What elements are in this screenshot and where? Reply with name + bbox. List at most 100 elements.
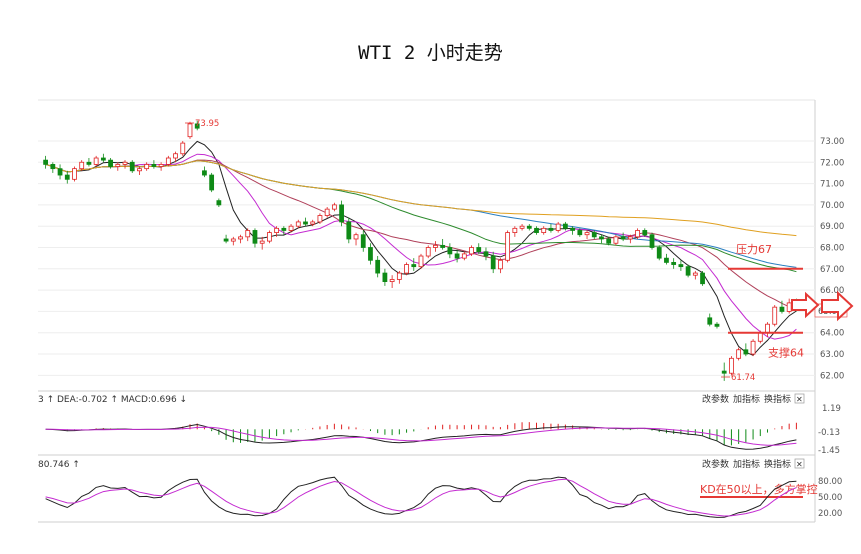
- macd-indicator-text: 3 ↑ DEA:-0.702 ↑ MACD:0.696 ↓: [38, 395, 187, 405]
- candle-body: [700, 272, 705, 285]
- candle-body: [512, 227, 518, 233]
- price-tick-label: 71.00: [820, 180, 844, 190]
- candle-body: [396, 272, 402, 280]
- candle-body: [461, 253, 467, 259]
- candle-body: [64, 174, 70, 180]
- candle-body: [79, 161, 85, 170]
- candle-body: [562, 223, 568, 229]
- high-price-label: 73.95: [195, 119, 219, 129]
- candle-body: [613, 236, 619, 244]
- kd-tick-50: 50.00: [818, 493, 842, 503]
- ma5-line: [45, 140, 797, 356]
- kd-add-indicator-button[interactable]: 加指标: [733, 458, 760, 470]
- candle-body: [165, 157, 171, 165]
- price-tick-label: 73.00: [820, 137, 844, 147]
- candle-body: [288, 225, 294, 231]
- candle-body: [151, 163, 157, 167]
- candle-body: [519, 225, 525, 229]
- kd-tick-20: 20.00: [818, 509, 842, 519]
- candle-body: [591, 232, 597, 238]
- price-tick-label: 68.00: [820, 244, 844, 254]
- candle-body: [577, 230, 583, 236]
- candle-body: [786, 302, 792, 312]
- resistance-label: 压力67: [736, 243, 772, 256]
- candle-body: [238, 236, 243, 240]
- candle-body: [483, 251, 489, 257]
- kd-switch-indicator-button[interactable]: 换指标: [764, 458, 791, 470]
- candle-body: [230, 238, 236, 242]
- price-tick-label: 72.00: [820, 158, 844, 168]
- candle-body: [368, 247, 373, 261]
- candle-body: [144, 163, 150, 170]
- candle-body: [223, 238, 229, 242]
- close-icon[interactable]: ✕: [796, 395, 803, 404]
- candle-body: [505, 232, 511, 261]
- kd-panel: 80.746 ↑ 改参数 加指标 换指标 ✕ 80.00 50.00 20.00…: [38, 458, 842, 519]
- candle-body: [526, 225, 532, 229]
- kd-close-button[interactable]: [794, 458, 805, 469]
- candle-body: [346, 221, 352, 240]
- price-tick-label: 64.00: [820, 329, 844, 339]
- macd-tick-mid: -0.13: [818, 428, 840, 438]
- candle-body: [627, 236, 633, 240]
- candle-body: [137, 168, 142, 172]
- candle-body: [50, 163, 56, 170]
- macd-tick-top: 1.19: [822, 404, 841, 414]
- candle-body: [433, 244, 438, 248]
- candle-body: [382, 272, 388, 282]
- candle-body: [173, 153, 178, 159]
- candle-body: [425, 247, 431, 257]
- price-grid: [38, 140, 815, 376]
- macd-params-button[interactable]: 改参数: [702, 393, 729, 405]
- macd-switch-indicator-button[interactable]: 换指标: [764, 393, 791, 405]
- candle-body: [447, 247, 453, 255]
- candle-body: [331, 204, 337, 210]
- candle-body: [570, 227, 575, 231]
- price-tick-label: 69.00: [820, 222, 844, 232]
- candle-body: [541, 227, 547, 233]
- moving-average-lines: [45, 140, 797, 356]
- candle-body: [635, 230, 640, 238]
- candle-body: [360, 234, 366, 248]
- candle-body: [642, 230, 648, 236]
- kd-params-button[interactable]: 改参数: [702, 458, 729, 470]
- page-title: WTI 2 小时走势: [358, 42, 503, 64]
- candle-body: [584, 232, 590, 236]
- candle-body: [375, 259, 381, 274]
- price-tick-label: 67.00: [820, 265, 844, 275]
- candle-body: [620, 236, 626, 240]
- close-icon[interactable]: ✕: [796, 460, 803, 469]
- candle-body: [692, 272, 698, 276]
- candle-body: [498, 259, 503, 270]
- candle-body: [317, 215, 323, 223]
- candle-body: [267, 232, 272, 242]
- candle-body: [187, 123, 193, 138]
- price-axis: 73.00 72.00 71.00 70.00 69.00 68.00 67.00 66.00…: [820, 137, 844, 381]
- candle-body: [100, 157, 106, 161]
- candle-body: [476, 247, 482, 253]
- kd-d-line: [45, 478, 797, 517]
- macd-close-button[interactable]: [794, 393, 805, 404]
- candle-body: [404, 264, 409, 274]
- macd-dea-line: [45, 426, 797, 446]
- candle-body: [86, 161, 92, 165]
- candle-body: [599, 236, 604, 240]
- ma20-line: [45, 159, 797, 311]
- candle-body: [129, 161, 135, 172]
- candle-body: [721, 370, 727, 374]
- ma60-line: [45, 160, 797, 268]
- candle-body: [303, 221, 308, 225]
- candle-body: [93, 157, 99, 165]
- candle-body: [772, 306, 778, 325]
- kd-annotation: KD在50以上，多方掌控: [700, 482, 818, 496]
- macd-add-indicator-button[interactable]: 加指标: [733, 393, 760, 405]
- candle-body: [245, 230, 251, 238]
- candle-body: [685, 266, 691, 276]
- candle-body: [180, 142, 186, 155]
- candle-body: [440, 244, 446, 248]
- price-tick-label: 70.00: [820, 201, 844, 211]
- candle-body: [707, 317, 713, 325]
- candle-body: [281, 227, 287, 231]
- low-price-label: 61.74: [731, 373, 755, 383]
- candle-body: [649, 234, 655, 248]
